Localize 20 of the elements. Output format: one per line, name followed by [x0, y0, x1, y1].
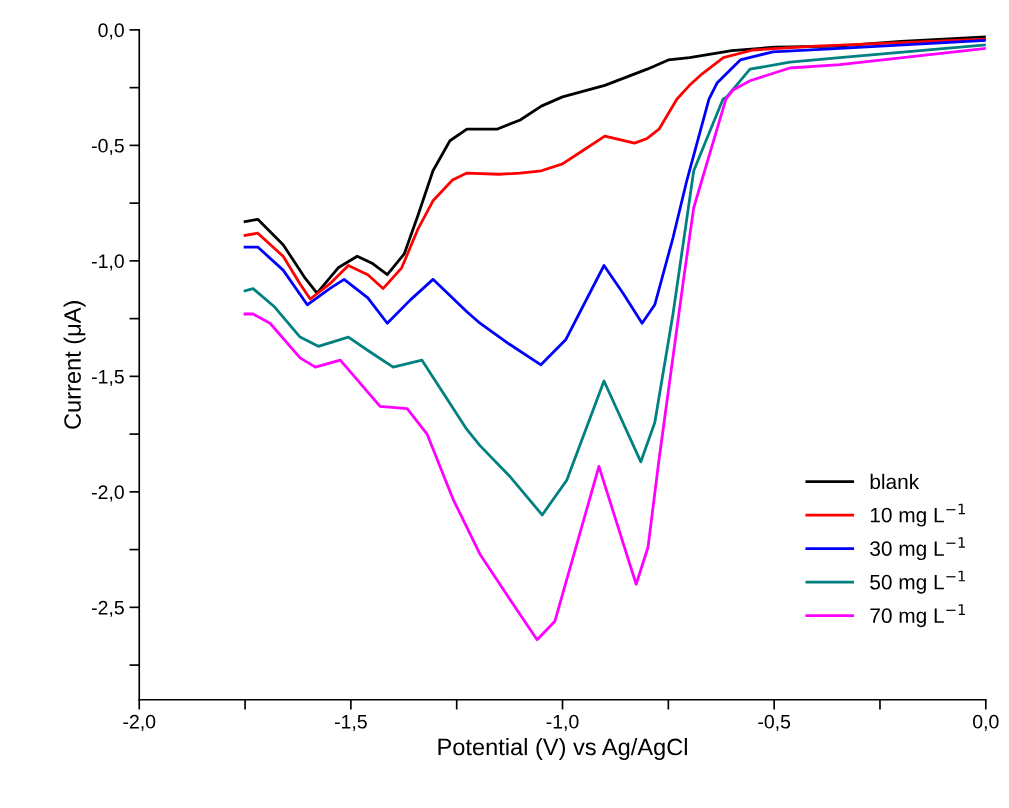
line-series — [243, 38, 986, 367]
legend-label: 10 mg L$^{−1}$ — [870, 503, 965, 527]
x-tick-label: -1,0 — [546, 714, 579, 731]
x-tick-label: -1,5 — [334, 715, 367, 731]
y-axis-title: Current (μA) — [63, 301, 86, 429]
x-axis-title: Potential (V) vs Ag/AgCl — [438, 737, 687, 760]
y-tick-label: -2,0 — [92, 485, 124, 502]
legend-label: 70 mg L$^{−1}$ — [870, 604, 965, 628]
x-tick-label: -2,0 — [123, 714, 156, 731]
line-series — [243, 46, 986, 642]
x-tick-label: -0,5 — [758, 714, 791, 731]
y-tick-label: -2,5 — [92, 600, 124, 617]
y-tick-label: -0,5 — [92, 138, 124, 155]
y-tick-label: 0,0 — [98, 23, 124, 40]
x-tick-label: 0,0 — [973, 714, 999, 731]
y-tick-label: -1,0 — [92, 254, 124, 271]
legend-label: 30 mg L$^{−1}$ — [870, 537, 965, 561]
legend-label: 50 mg L$^{−1}$ — [870, 570, 965, 594]
y-tick-label: -1,5 — [92, 370, 124, 386]
legend-label: blank — [870, 473, 920, 490]
